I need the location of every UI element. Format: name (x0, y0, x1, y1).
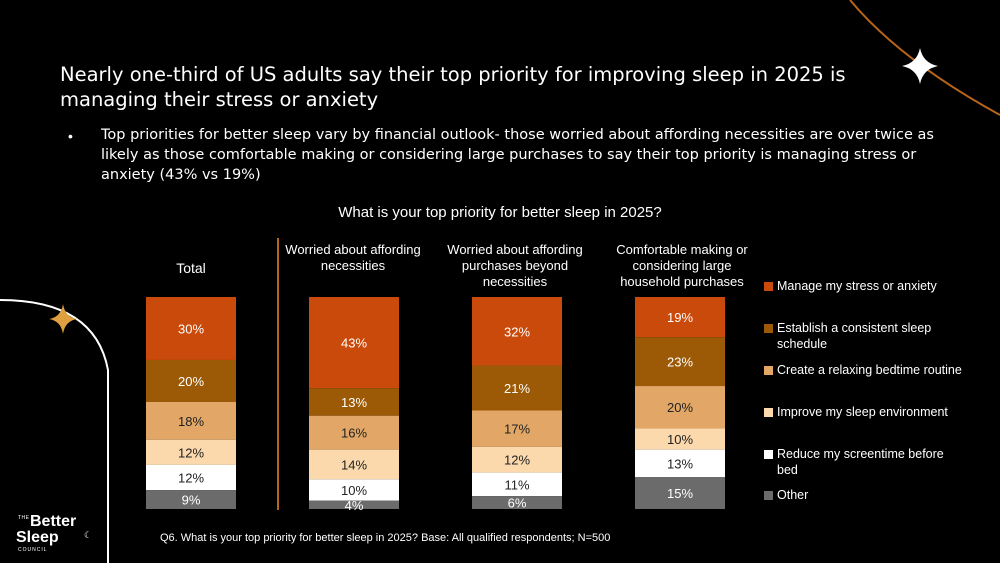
legend-swatch (764, 450, 773, 459)
data-label: 4% (345, 498, 364, 513)
data-label: 6% (508, 496, 527, 511)
bar-segment (146, 297, 236, 360)
legend-swatch (764, 408, 773, 417)
data-label: 11% (504, 477, 529, 492)
legend-label: Improve my sleep environment (777, 405, 948, 419)
bar-segment (309, 449, 399, 480)
data-label: 20% (667, 400, 693, 415)
bar-segment (635, 449, 725, 478)
data-label: 10% (341, 483, 367, 498)
category-label-worried-purchases: Worried about affording purchases beyond… (447, 242, 583, 289)
data-label: 17% (504, 422, 530, 437)
logo: THE Better Sleep COUNCIL ☾ (16, 514, 116, 554)
legend-label: Reduce my screentime before bed (777, 447, 944, 477)
bar-segment (635, 297, 725, 338)
page-title: Nearly one-third of US adults say their … (60, 63, 846, 111)
bar-segment (472, 496, 562, 509)
logo-the: THE (18, 515, 30, 521)
footnote: Q6. What is your top priority for better… (160, 532, 611, 544)
sparkle-icon (49, 304, 77, 334)
logo-council: COUNCIL (18, 547, 48, 553)
data-label: 12% (178, 445, 204, 460)
data-label: 12% (504, 453, 530, 468)
legend-swatch (764, 324, 773, 333)
data-label: 13% (667, 456, 693, 471)
bar-segment (146, 401, 236, 440)
data-label: 32% (504, 324, 530, 339)
data-label: 18% (178, 414, 204, 429)
bar-segment (146, 359, 236, 402)
data-label: 19% (667, 310, 693, 325)
data-label: 9% (182, 493, 201, 508)
chart-title: What is your top priority for better sle… (338, 204, 662, 221)
bar-segment (309, 297, 399, 389)
data-label: 23% (667, 355, 693, 370)
logo-better: Better (30, 513, 77, 530)
bar-segment (635, 386, 725, 429)
bar-segment (146, 464, 236, 491)
bar-segment (309, 500, 399, 509)
data-label: 30% (178, 321, 204, 336)
bar-segment (472, 446, 562, 473)
data-label: 15% (667, 486, 693, 501)
data-label: 10% (667, 432, 693, 447)
data-label: 13% (341, 395, 367, 410)
star-icon (902, 48, 938, 84)
logo-sleep: Sleep (16, 529, 59, 546)
legend-swatch (764, 366, 773, 375)
data-label: 16% (341, 426, 367, 441)
legend-label: Establish a consistent sleep schedule (777, 321, 932, 351)
bullet-icon: • (68, 128, 73, 144)
bar-segment (309, 479, 399, 501)
stacked-bars: 30%20%18%12%12%9%43%13%16%14%10%4%32%21%… (146, 297, 725, 513)
data-label: 12% (178, 471, 204, 486)
bar-segment (635, 337, 725, 387)
bar-segment (146, 439, 236, 465)
bar-segment (309, 388, 399, 416)
category-label-total: Total (176, 260, 206, 276)
category-label-worried-necessities: Worried about affording necessities (285, 242, 421, 273)
bar-segment (472, 365, 562, 411)
data-label: 20% (178, 374, 204, 389)
category-label-comfortable: Comfortable making or considering large … (616, 242, 748, 289)
moon-icon: ☾ (84, 530, 93, 540)
data-label: 43% (341, 336, 367, 351)
bar-segment (635, 477, 725, 509)
legend-label: Other (777, 488, 809, 502)
bar-segment (472, 410, 562, 447)
legend-swatch (764, 491, 773, 500)
bullet-text: Top priorities for better sleep vary by … (101, 127, 934, 183)
accent-arc-top (849, 0, 1000, 116)
bar-segment (309, 415, 399, 450)
bar-segment (472, 472, 562, 497)
legend-label: Manage my stress or anxiety (777, 279, 937, 293)
accent-arc-left (0, 299, 109, 563)
legend-swatch (764, 282, 773, 291)
data-label: 21% (504, 381, 530, 396)
legend-label: Create a relaxing bedtime routine (777, 363, 962, 377)
data-label: 14% (341, 457, 367, 472)
bar-segment (472, 297, 562, 366)
bar-segment (146, 490, 236, 509)
bar-segment (635, 428, 725, 450)
